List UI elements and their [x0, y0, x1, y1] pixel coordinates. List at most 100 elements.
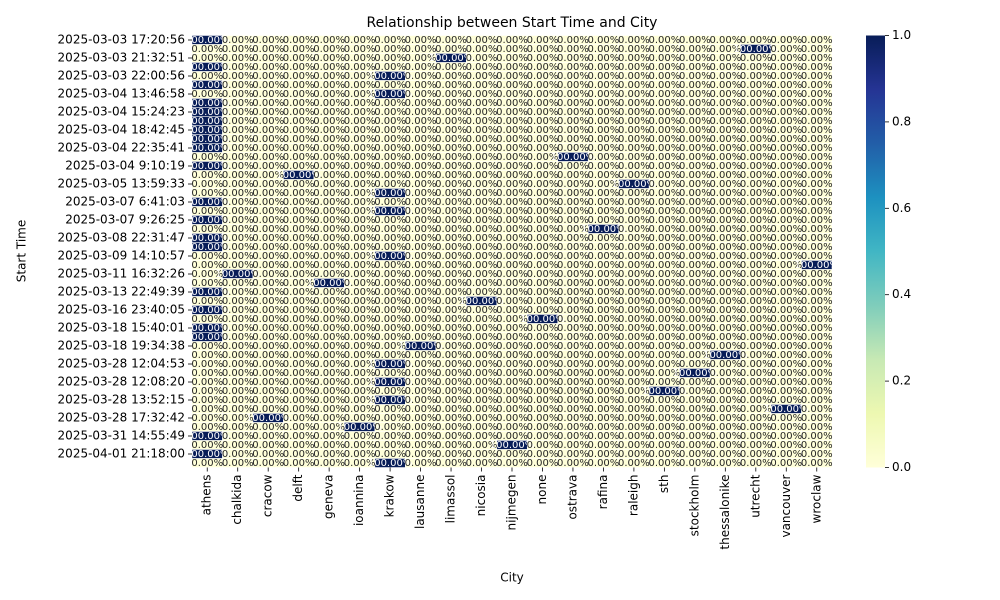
- cell-annotation: 0.00%: [252, 35, 284, 46]
- cell-annotation: 0.00%: [466, 458, 498, 469]
- cell-annotation: 0.00%: [191, 458, 223, 469]
- cell-annotation: 0.00%: [283, 44, 315, 55]
- cell-annotation: 0.00%: [527, 35, 559, 46]
- cell-annotation: 0.00%: [435, 35, 467, 46]
- y-tick-label: 2025-03-28 12:08:20: [58, 375, 185, 389]
- chart-title: Relationship between Start Time and City: [367, 15, 658, 31]
- cell-annotation: 0.00%: [709, 44, 741, 55]
- cell-annotation: 0.00%: [313, 458, 345, 469]
- cell-annotation: 0.00%: [618, 35, 650, 46]
- cell-annotation: 0.00%: [222, 53, 254, 64]
- cell-annotation: 0.00%: [709, 35, 741, 46]
- y-tick-label: 2025-03-28 17:32:42: [58, 411, 185, 425]
- cell-annotation: 0.00%: [374, 35, 406, 46]
- cell-annotation: 0.00%: [770, 458, 802, 469]
- y-axis-label: Start Time: [15, 220, 29, 283]
- cell-annotation: 0.00%: [770, 35, 802, 46]
- x-tick-label: rafina: [596, 475, 610, 510]
- cell-annotation: 0.00%: [557, 458, 589, 469]
- cell-annotation: 0.00%: [283, 53, 315, 64]
- x-tick-label: stockholm: [687, 475, 701, 537]
- cell-annotation: 0.00%: [588, 35, 620, 46]
- cell-annotation: 0.00%: [801, 458, 833, 469]
- y-tick-label: 2025-03-18 19:34:38: [58, 339, 185, 353]
- cell-annotation: 0.00%: [618, 44, 650, 55]
- cell-annotation: 0.00%: [527, 44, 559, 55]
- y-tick-label: 2025-03-04 9:10:19: [65, 159, 185, 173]
- y-tick-label: 2025-03-18 15:40:01: [58, 321, 185, 335]
- colorbar: [866, 35, 885, 468]
- x-tick-label: cracow: [261, 474, 275, 517]
- y-tick-label: 2025-03-07 6:41:03: [65, 195, 185, 209]
- cell-annotation: 0.00%: [770, 44, 802, 55]
- y-tick-label: 2025-03-05 13:59:33: [58, 177, 185, 191]
- y-tick-label: 2025-04-01 21:18:00: [58, 447, 185, 461]
- cell-annotation: 0.00%: [557, 35, 589, 46]
- cell-annotation: 0.00%: [191, 44, 223, 55]
- cell-annotation: 0.00%: [527, 458, 559, 469]
- cell-annotation: 100.00%: [734, 44, 779, 55]
- cell-annotation: 0.00%: [466, 44, 498, 55]
- cell-annotation: 0.00%: [496, 458, 528, 469]
- cell-annotation: 0.00%: [313, 35, 345, 46]
- colorbar-tick-label: 0.0: [892, 460, 911, 474]
- x-tick-label: lausanne: [413, 475, 427, 530]
- cell-annotation: 100.00%: [429, 53, 474, 64]
- cell-annotation: 0.00%: [588, 458, 620, 469]
- x-tick-label: thessalonike: [718, 475, 732, 550]
- cell-annotation: 0.00%: [252, 53, 284, 64]
- colorbar-tick-label: 1.0: [892, 28, 911, 42]
- y-tick-label: 2025-03-13 22:49:39: [58, 285, 185, 299]
- x-tick-label: vancouver: [779, 474, 793, 537]
- colorbar-tick-label: 0.8: [892, 114, 911, 128]
- cell-annotation: 0.00%: [405, 44, 437, 55]
- cell-annotation: 0.00%: [648, 44, 680, 55]
- y-tick-label: 2025-03-03 21:32:51: [58, 51, 185, 65]
- cell-annotation: 0.00%: [252, 44, 284, 55]
- y-tick-label: 2025-03-03 17:20:56: [58, 33, 185, 47]
- x-tick-label: nijmegen: [505, 475, 519, 531]
- cell-annotation: 0.00%: [435, 458, 467, 469]
- x-tick-label: nicosia: [474, 475, 488, 517]
- y-tick-label: 2025-03-09 14:10:57: [58, 249, 185, 263]
- cell-annotation: 0.00%: [222, 458, 254, 469]
- cell-annotation: 0.00%: [679, 458, 711, 469]
- x-tick-label: limassol: [444, 475, 458, 524]
- cell-annotation: 0.00%: [496, 44, 528, 55]
- cell-annotation: 0.00%: [618, 458, 650, 469]
- cell-annotation: 0.00%: [435, 44, 467, 55]
- x-axis-label: City: [500, 571, 524, 585]
- x-tick-label: none: [535, 475, 549, 505]
- cell-annotation: 0.00%: [496, 53, 528, 64]
- cell-annotation: 0.00%: [283, 458, 315, 469]
- cell-annotation: 0.00%: [740, 458, 772, 469]
- y-tick-label: 2025-03-28 13:52:15: [58, 393, 185, 407]
- cell-annotation: 0.00%: [344, 53, 376, 64]
- cell-annotation: 0.00%: [496, 35, 528, 46]
- y-tick-label: 2025-03-04 13:46:58: [58, 87, 185, 101]
- x-tick-label: ioannina: [352, 475, 366, 527]
- y-tick-label: 2025-03-31 14:55:49: [58, 429, 185, 443]
- y-tick-label: 2025-03-16 23:40:05: [58, 303, 185, 317]
- x-tick-label: krakow: [383, 474, 397, 517]
- cell-annotation: 0.00%: [557, 44, 589, 55]
- cell-annotation: 0.00%: [679, 44, 711, 55]
- cell-annotation: 0.00%: [252, 458, 284, 469]
- cell-annotation: 0.00%: [283, 35, 315, 46]
- cell-annotation: 0.00%: [709, 458, 741, 469]
- cell-annotation: 0.00%: [588, 44, 620, 55]
- cell-annotation: 0.00%: [313, 44, 345, 55]
- cell-annotation: 0.00%: [679, 35, 711, 46]
- cell-annotation: 0.00%: [740, 35, 772, 46]
- x-tick-label: chalkida: [230, 475, 244, 525]
- cell-annotation: 0.00%: [344, 44, 376, 55]
- x-tick-label: geneva: [322, 475, 336, 519]
- y-tick-label: 2025-03-03 22:00:56: [58, 69, 185, 83]
- x-tick-label: utrecht: [748, 474, 762, 518]
- cell-annotation: 0.00%: [405, 458, 437, 469]
- cell-annotation: 100.00%: [185, 35, 230, 46]
- y-tick-label: 2025-03-11 16:32:26: [58, 267, 185, 281]
- colorbar-tick-label: 0.4: [892, 287, 911, 301]
